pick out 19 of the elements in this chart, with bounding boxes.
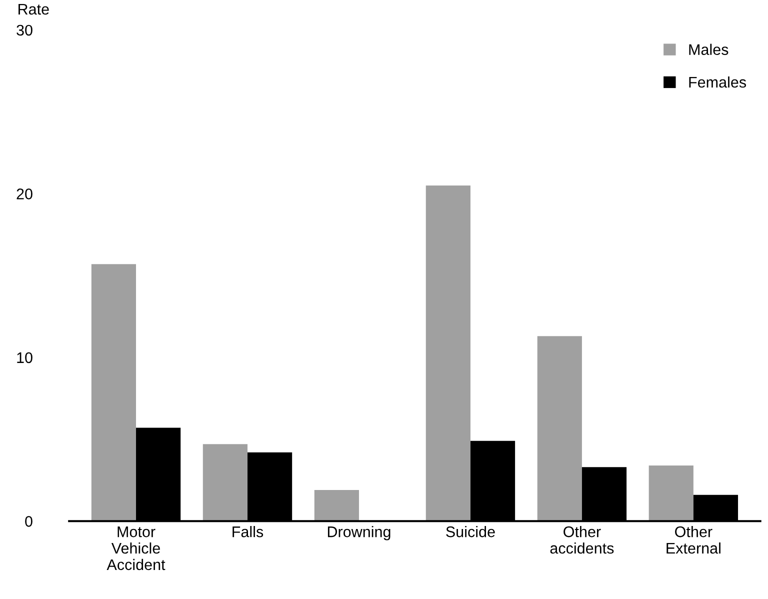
bar — [648, 465, 694, 522]
y-tick-label: 0 — [25, 516, 32, 527]
bar — [426, 185, 470, 522]
bar — [91, 264, 136, 522]
x-tick-label: Drowning — [328, 526, 390, 540]
x-tick-label: Other External — [666, 526, 720, 554]
bar — [537, 336, 582, 522]
x-tick-label: Suicide — [446, 526, 495, 538]
legend-label: Females — [689, 76, 746, 88]
y-tick-label: 10 — [17, 352, 32, 364]
y-tick-label: 30 — [16, 24, 32, 36]
x-tick-label: Other accidents — [550, 526, 614, 554]
y-axis-title: Rate — [18, 4, 49, 15]
x-tick-label: Falls — [232, 526, 264, 538]
legend-label: Males — [689, 44, 728, 56]
x-tick-label: Motor Vehicle Accident — [106, 526, 166, 570]
y-tick-label: 20 — [16, 188, 32, 200]
bar — [202, 444, 248, 522]
bar — [314, 490, 359, 522]
